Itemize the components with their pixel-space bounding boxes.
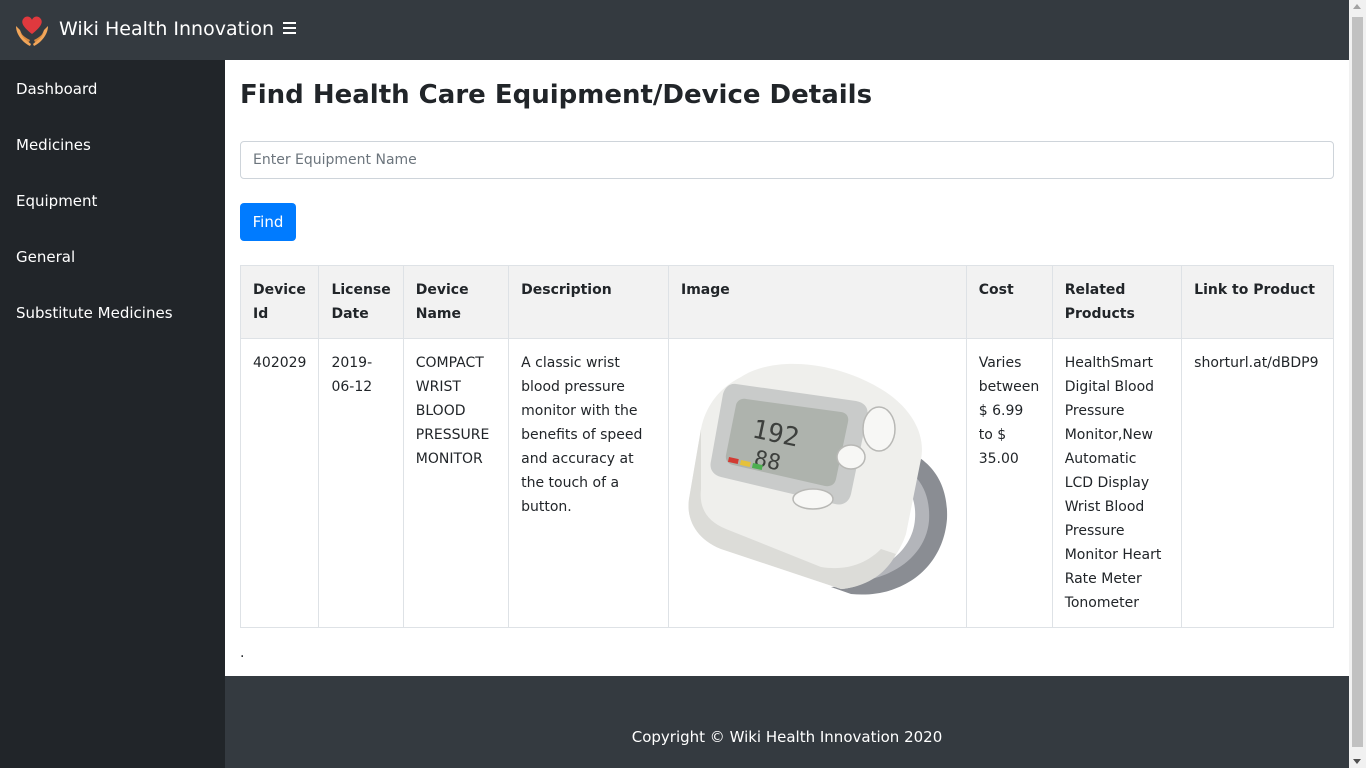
table-header-row: Device Id License Date Device Name Descr… — [239, 265, 1334, 339]
column-header-related-products: Related Products — [1051, 265, 1183, 339]
cell-description: A classic wrist blood pressure monitor w… — [508, 338, 669, 628]
cell-device-id: 402029 — [239, 338, 320, 628]
main-content: Find Health Care Equipment/Device Detail… — [225, 60, 1349, 676]
wrist-blood-pressure-monitor-image: 192 88 — [688, 363, 948, 595]
cell-license-date: 2019-06-12 — [318, 338, 404, 628]
column-header-link: Link to Product — [1181, 265, 1334, 339]
footer: Copyright © Wiki Health Innovation 2020 — [225, 676, 1349, 768]
top-navbar: Wiki Health Innovation — [0, 0, 1349, 60]
svg-text:88: 88 — [752, 446, 783, 476]
find-button[interactable]: Find — [240, 203, 296, 241]
equipment-results-table: Device Id License Date Device Name Descr… — [239, 265, 1334, 628]
sidebar-item-general[interactable]: General — [16, 248, 76, 266]
sidebar-item-substitute-medicines[interactable]: Substitute Medicines — [16, 304, 173, 322]
column-header-description: Description — [508, 265, 669, 339]
cell-image: 192 88 — [668, 338, 967, 628]
vertical-scrollbar[interactable] — [1349, 0, 1366, 768]
sidebar-item-medicines[interactable]: Medicines — [16, 136, 91, 154]
sidebar-item-equipment[interactable]: Equipment — [16, 192, 98, 210]
cell-related-products: HealthSmart Digital Blood Pressure Monit… — [1051, 338, 1183, 628]
cell-link-to-product[interactable]: shorturl.at/dBDP9 — [1181, 338, 1334, 628]
table-row: 402029 2019-06-12 COMPACT WRIST BLOOD PR… — [239, 338, 1334, 628]
sidebar: Dashboard Medicines Equipment General Su… — [0, 60, 225, 768]
sidebar-item-dashboard[interactable]: Dashboard — [16, 80, 98, 98]
trailing-text: . — [240, 645, 245, 661]
column-header-cost: Cost — [965, 265, 1053, 339]
cell-cost: Varies between $ 6.99 to $ 35.00 — [965, 338, 1053, 628]
column-header-license-date: License Date — [318, 265, 404, 339]
brand-link[interactable]: Wiki Health Innovation — [59, 18, 274, 40]
page-title: Find Health Care Equipment/Device Detail… — [240, 80, 873, 110]
scroll-up-arrow-icon[interactable] — [1353, 4, 1361, 9]
column-header-device-id: Device Id — [239, 265, 320, 339]
copyright-text: Copyright © Wiki Health Innovation 2020 — [631, 728, 943, 746]
cell-device-name: COMPACT WRIST BLOOD PRESSURE MONITOR — [402, 338, 510, 628]
equipment-search-input[interactable] — [240, 141, 1334, 179]
scrollbar-thumb[interactable] — [1352, 17, 1363, 747]
column-header-image: Image — [668, 265, 967, 339]
scroll-down-arrow-icon[interactable] — [1353, 759, 1361, 764]
column-header-device-name: Device Name — [402, 265, 510, 339]
hamburger-menu-icon[interactable] — [283, 22, 299, 38]
heart-hands-logo-icon — [16, 16, 48, 46]
